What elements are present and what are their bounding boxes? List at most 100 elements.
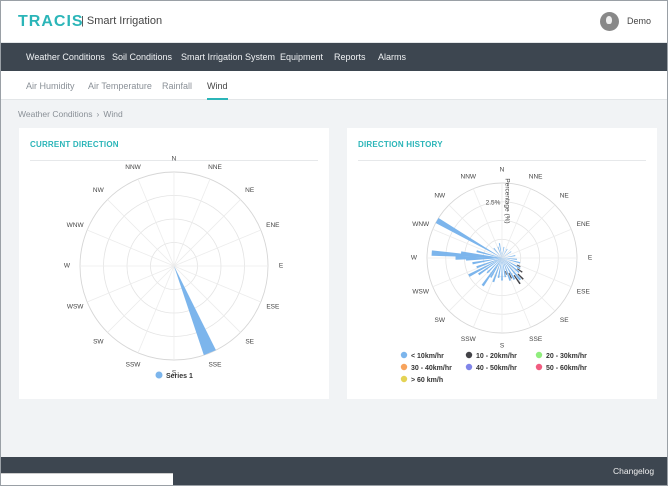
nav-soil-conditions[interactable]: Soil Conditions: [112, 52, 173, 62]
rose-bar-15[interactable]: [502, 258, 512, 281]
rose-bar-5[interactable]: [466, 257, 502, 261]
rose-bar-11[interactable]: [492, 258, 502, 283]
rose-bar-23[interactable]: [493, 247, 502, 258]
legend-marker: [465, 351, 473, 359]
direction-label-sw: SW: [93, 338, 104, 345]
direction-label-wnw: WNW: [67, 222, 85, 229]
legend-item-series-1[interactable]: Series 1: [166, 373, 193, 380]
rose-bar-19[interactable]: [502, 258, 521, 270]
nav-smart-irrigation-system[interactable]: Smart Irrigation System: [181, 52, 276, 62]
direction-label-nw: NW: [93, 187, 105, 194]
sub-nav: Air Humidity Air Temperature Rainfall Wi…: [1, 71, 667, 100]
direction-label-e: E: [588, 255, 593, 262]
rose-bar-26[interactable]: [502, 246, 505, 258]
user-name[interactable]: Demo: [627, 16, 652, 26]
top-bar: TRACIS | Smart Irrigation Demo: [1, 1, 667, 43]
direction-label-sw: SW: [435, 317, 446, 324]
footer-tab: [1, 473, 173, 485]
direction-label-ese: ESE: [577, 288, 591, 295]
rose-bar-13[interactable]: [501, 258, 503, 281]
direction-label-se: SE: [245, 338, 254, 345]
direction-label-wnw: WNW: [412, 221, 430, 228]
rose-bar-22[interactable]: [502, 255, 516, 258]
direction-label-sse: SSE: [529, 336, 543, 343]
legend-item-4[interactable]: 40 - 50km/hr: [476, 365, 517, 372]
rose-bar-4[interactable]: [476, 250, 502, 258]
tab-rainfall[interactable]: Rainfall: [162, 81, 193, 91]
rose-bar-6[interactable]: [472, 258, 502, 265]
tab-wind[interactable]: Wind: [207, 81, 228, 100]
direction-label-nne: NNE: [529, 173, 543, 180]
direction-label-ssw: SSW: [126, 362, 142, 369]
rose-bar-dark-2[interactable]: [517, 268, 523, 273]
breadcrumb: Weather Conditions › Wind: [18, 109, 123, 119]
rose-bar-20[interactable]: [502, 258, 521, 264]
radial-tick-label: 2.5%: [486, 200, 501, 207]
nav-alarms[interactable]: Alarms: [378, 52, 407, 62]
rose-bar-30[interactable]: [468, 258, 502, 277]
main-nav: Weather Conditions Soil Conditions Smart…: [1, 43, 667, 71]
legend-marker: [155, 371, 163, 379]
nav-weather-conditions[interactable]: Weather Conditions: [26, 52, 105, 62]
rose-bar-0[interactable]: [435, 218, 502, 258]
direction-label-se: SE: [560, 317, 569, 324]
rose-bar-24[interactable]: [497, 246, 502, 258]
direction-label-w: W: [64, 263, 71, 270]
rose-bar-dark-1[interactable]: [517, 273, 524, 280]
direction-label-s: S: [172, 370, 177, 377]
rose-bar-2[interactable]: [460, 251, 502, 258]
changelog-link[interactable]: Changelog: [613, 466, 655, 476]
rose-bar-18[interactable]: [502, 258, 520, 274]
rose-bar-17[interactable]: [502, 258, 522, 281]
legend-item-1[interactable]: 10 - 20km/hr: [476, 353, 517, 360]
rose-bar-dark-0[interactable]: [513, 274, 521, 285]
series-bar-sse[interactable]: [174, 266, 216, 356]
divider: [358, 160, 646, 161]
rose-bar-14[interactable]: [502, 258, 507, 278]
rose-bar-10[interactable]: [490, 258, 502, 278]
legend-marker: [535, 351, 543, 359]
direction-label-s: S: [500, 343, 505, 350]
breadcrumb-current: Wind: [103, 109, 123, 119]
rose-bar-dark-3[interactable]: [508, 272, 513, 279]
rose-bar-27[interactable]: [502, 248, 508, 258]
rose-bar-12[interactable]: [497, 258, 502, 279]
breadcrumb-parent[interactable]: Weather Conditions: [18, 109, 93, 119]
direction-label-ene: ENE: [577, 221, 591, 228]
legend-item-5[interactable]: 50 - 60km/hr: [546, 365, 587, 372]
direction-label-nne: NNE: [208, 164, 222, 171]
rose-bar-dark-5[interactable]: [505, 270, 507, 275]
app-subtitle: | Smart Irrigation: [81, 15, 163, 27]
tab-air-temperature[interactable]: Air Temperature: [88, 81, 152, 91]
rose-bar-16[interactable]: [502, 258, 516, 280]
card-title-history: DIRECTION HISTORY: [358, 140, 443, 149]
tab-air-humidity[interactable]: Air Humidity: [26, 81, 75, 91]
rose-bar-8[interactable]: [478, 258, 502, 276]
rose-bar-29[interactable]: [481, 258, 502, 287]
current-direction-card: CURRENT DIRECTION N NNE NE ENE E ESE SE SSE S SSW…: [19, 128, 329, 399]
direction-label-nw: NW: [434, 192, 446, 199]
rose-bar-25[interactable]: [498, 243, 502, 258]
legend-marker: [535, 363, 543, 371]
rose-bar-7[interactable]: [476, 258, 502, 269]
direction-label-sse: SSE: [208, 362, 222, 369]
legend-item-3[interactable]: 30 - 40km/hr: [411, 365, 452, 372]
direction-label-nnw: NNW: [461, 173, 477, 180]
rose-bar-9[interactable]: [486, 258, 502, 274]
legend-marker: [400, 351, 408, 359]
divider: [30, 160, 318, 161]
app-logo[interactable]: TRACIS: [18, 13, 84, 30]
direction-label-ne: NE: [245, 187, 255, 194]
legend-item-0[interactable]: < 10km/hr: [411, 353, 444, 360]
nav-equipment[interactable]: Equipment: [280, 52, 324, 62]
rose-bar-28[interactable]: [502, 251, 512, 258]
nav-reports[interactable]: Reports: [334, 52, 366, 62]
rose-bar-21[interactable]: [502, 258, 517, 260]
direction-label-wsw: WSW: [412, 288, 429, 295]
legend-item-2[interactable]: 20 - 30km/hr: [546, 353, 587, 360]
legend-item-6[interactable]: > 60 km/h: [411, 377, 443, 384]
direction-label-nnw: NNW: [125, 164, 141, 171]
user-avatar-icon[interactable]: [600, 12, 619, 31]
direction-label-e: E: [279, 263, 284, 270]
rose-bar-dark-4[interactable]: [516, 264, 521, 268]
